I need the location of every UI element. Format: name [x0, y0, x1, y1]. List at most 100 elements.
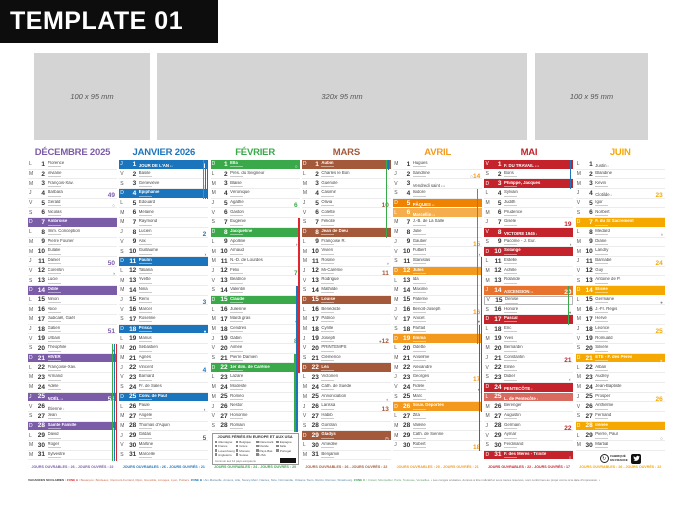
day-row: D 29 Gladys ◷: [301, 431, 391, 441]
saint-name: Gisèle: [503, 219, 517, 224]
sun-times-placeholder: [412, 311, 426, 313]
day-row: M 12 Achille: [484, 266, 574, 277]
saint-name: Arnaud: [230, 248, 244, 253]
month-title: FÉVRIER: [235, 147, 275, 158]
moon-phase-icon: ◑: [477, 251, 481, 257]
row-right-zone: ●: [468, 315, 482, 324]
saint-name: Barnabé: [595, 258, 612, 263]
saint-name: Gladys: [321, 432, 336, 437]
day-row: M 30 Roger: [28, 440, 117, 451]
weekday-letter: J: [211, 335, 215, 342]
saint-block: PÂQUES▪▪: [413, 199, 469, 208]
sun-times-placeholder: [230, 185, 244, 187]
saint-block: Justin▪: [595, 160, 651, 169]
row-right-zone: 15: [468, 238, 482, 246]
sun-times-placeholder: [230, 166, 244, 168]
day-row: M 18 Cendres: [210, 324, 300, 335]
sun-times-placeholder: [503, 321, 517, 323]
day-number: 14: [494, 286, 502, 294]
saint-name: Rémi: [138, 296, 149, 301]
sun-times-placeholder: [595, 389, 609, 391]
photo-placeholder-left[interactable]: 100 x 95 mm: [34, 53, 150, 140]
country-label: Espagne: [276, 440, 295, 444]
day-row: S 9 Pacôme - J. Eur. ◑: [484, 237, 574, 248]
saint-block: Valentin: [230, 287, 286, 294]
weekday-letter: M: [394, 161, 399, 168]
saint-name: Florence: [47, 161, 65, 166]
moon-phase-icon: ◑: [660, 232, 663, 238]
day-row: J 7 Gisèle 19: [484, 218, 574, 228]
day-row: M 5 Judith: [484, 198, 574, 209]
saint-name: Jean de Dieu: [321, 229, 348, 233]
saint-block: Tatiana: [138, 268, 195, 275]
weekday-letter: J: [29, 326, 32, 333]
day-number: 1: [406, 160, 411, 168]
day-number: 2: [132, 170, 137, 178]
sun-times-placeholder: [503, 369, 517, 371]
weekday-letter: S: [29, 413, 33, 420]
day-number: 13: [220, 277, 228, 285]
day-row: S 6 Nicolas: [28, 208, 117, 219]
saint-name: Aymar: [503, 432, 517, 437]
day-row: D 1 Aubin: [301, 160, 391, 170]
sun-times-placeholder: [138, 321, 152, 323]
saint-name: Médard: [595, 229, 610, 233]
day-row: M 9 Diane: [575, 237, 665, 248]
sun-times-placeholder: [321, 195, 335, 197]
sun-times-placeholder: [595, 243, 609, 245]
saint-name: Mélaine: [138, 209, 154, 214]
day-number: 7: [132, 218, 137, 226]
day-row: D 8 Jacqueline: [210, 227, 300, 238]
week-number: 12: [381, 337, 389, 345]
saint-name: Odette: [412, 345, 426, 350]
day-row: S 4 Isidore: [393, 189, 483, 199]
weekday-letter: J: [29, 190, 32, 197]
saint-name: Martine: [138, 442, 154, 447]
sun-times-placeholder: [412, 321, 426, 323]
saint-block: Germaine: [595, 297, 651, 304]
saint-name: Modeste: [230, 384, 247, 388]
saint-name: Rodrigue: [321, 277, 339, 282]
saint-name: Nestor: [230, 403, 243, 408]
day-row: V 26 Anthelme: [575, 402, 665, 412]
zone-c-cities: Créteil, Montpellier, Paris, Toulouse, V…: [367, 478, 431, 482]
saint-block: Ferdinand: [503, 442, 560, 449]
day-row: J 22 Vincent 4: [119, 363, 209, 374]
month-working-days-footer: JOURS OUVRABLES : 22 - JOURS OUVRÉS : 17: [487, 465, 571, 469]
saint-name: Julie: [412, 229, 422, 233]
day-row: D 24 PENTECÔTE▪: [484, 382, 574, 393]
sun-times-placeholder: [138, 340, 152, 342]
saint-name: Cath. de Suède: [321, 384, 352, 388]
weekday-letter: S: [485, 442, 489, 449]
sun-times-placeholder: [138, 331, 152, 333]
sun-times-placeholder: [138, 389, 152, 391]
day-number: 29: [129, 432, 137, 440]
photo-placeholder-right[interactable]: 100 x 95 mm: [535, 53, 648, 140]
school-holidays-prefix: VACANCES SCOLAIRES :: [28, 478, 66, 482]
day-row: M 17 Hervé: [575, 315, 665, 325]
saint-name: Gérald: [47, 199, 61, 204]
photo-placeholder-center[interactable]: 320x 95 mm: [157, 53, 527, 140]
weekday-letter: M: [485, 345, 490, 352]
saint-block: PRINTEMPS: [321, 345, 377, 352]
sun-times-placeholder: [595, 321, 609, 323]
day-row: S 28 Gontran: [301, 421, 391, 432]
saint-block: Philippe, Jacques: [503, 181, 560, 187]
day-number: 4: [315, 189, 319, 197]
day-number: 19: [37, 335, 45, 343]
saint-block: Estelle: [503, 258, 560, 265]
saint-name: Constantin: [503, 354, 525, 359]
months-grid: DÉCEMBRE 2025 L 1 Florence M 2 Viviane M 3 Franço…: [28, 147, 665, 469]
weekday-letter: V: [211, 209, 215, 216]
saint-name: Boris: [503, 170, 514, 175]
day-number: 22: [220, 364, 228, 372]
weekday-letter: S: [302, 355, 307, 362]
saint-name: Gatien: [47, 325, 61, 330]
saint-block: Maxime: [412, 287, 469, 294]
moon-phase-icon: ○: [112, 203, 115, 209]
saint-block: Gildas: [138, 432, 195, 439]
day-row: M 24 Jean-Baptiste: [575, 382, 665, 393]
day-row: S 2 Boris: [484, 169, 574, 180]
row-right-zone: 3: [194, 296, 208, 304]
saint-name: Guénolé: [321, 180, 338, 185]
